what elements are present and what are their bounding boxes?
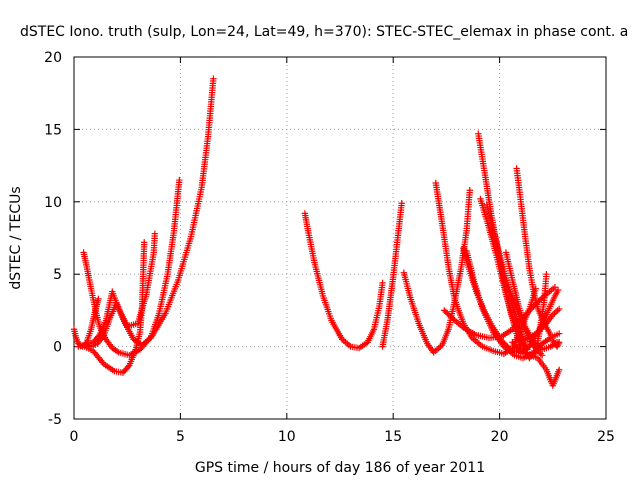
data-point (552, 308, 560, 316)
y-tick-label: 20 (44, 50, 62, 66)
y-tick-label: -5 (48, 412, 62, 428)
data-point (442, 308, 449, 316)
data-point (538, 352, 546, 359)
x-tick-label: 20 (491, 429, 509, 445)
data-point (555, 340, 562, 347)
x-tick-label: 10 (278, 429, 296, 445)
data-point (444, 310, 451, 317)
y-tick-label: 10 (44, 195, 62, 211)
data-point (141, 239, 148, 246)
chart-title: dSTEC Iono. truth (sulp, Lon=24, Lat=49,… (20, 24, 628, 40)
data-point (466, 187, 474, 194)
data-point (538, 324, 546, 331)
data-point (447, 312, 454, 320)
data-point (124, 363, 132, 371)
y-tick-label: 15 (44, 122, 62, 138)
data-point (553, 343, 561, 350)
data-series (517, 305, 563, 345)
data-series (463, 247, 563, 362)
data-point (536, 327, 543, 334)
data-point (555, 339, 563, 346)
data-point (151, 230, 159, 237)
y-tick-label: 5 (53, 267, 62, 283)
data-series (80, 75, 217, 359)
data-point (530, 302, 537, 310)
data-point (448, 314, 456, 321)
data-point (540, 323, 547, 330)
data-point (445, 311, 453, 318)
data-markers (70, 75, 563, 389)
data-point (554, 341, 561, 349)
data-series (81, 239, 148, 376)
data-point (547, 331, 554, 339)
data-point (551, 310, 558, 317)
data-series (301, 210, 386, 352)
data-point (95, 333, 102, 340)
data-point (555, 330, 563, 337)
axis-ticks (73, 56, 607, 420)
x-tick-label: 25 (597, 429, 615, 445)
axis-tick-labels: 0 5 10 15 20 25 -5 0 5 10 15 20 (44, 50, 615, 445)
data-point (555, 305, 563, 313)
data-point (398, 200, 405, 207)
data-series (549, 337, 563, 350)
x-tick-label: 5 (176, 429, 185, 445)
data-point (441, 307, 448, 314)
data-point (551, 284, 559, 291)
data-point (450, 315, 457, 323)
data-point (555, 366, 563, 373)
grid-lines (74, 57, 606, 419)
data-point (538, 295, 545, 303)
x-tick-label: 0 (70, 429, 79, 445)
y-axis-label: dSTEC / TECUs (8, 186, 24, 289)
data-point (95, 295, 102, 303)
data-point (210, 75, 217, 82)
data-point (176, 176, 183, 184)
data-point (554, 307, 561, 314)
data-point (379, 279, 386, 287)
x-axis-label: GPS time / hours of day 186 of year 2011 (195, 460, 485, 476)
data-series (379, 200, 405, 350)
data-point (543, 271, 550, 278)
data-point (534, 328, 542, 336)
y-tick-label: 0 (53, 340, 62, 356)
data-point (537, 326, 544, 333)
data-point (554, 286, 562, 294)
plot-frame (73, 56, 607, 420)
x-tick-label: 15 (384, 429, 402, 445)
data-series (400, 187, 474, 356)
